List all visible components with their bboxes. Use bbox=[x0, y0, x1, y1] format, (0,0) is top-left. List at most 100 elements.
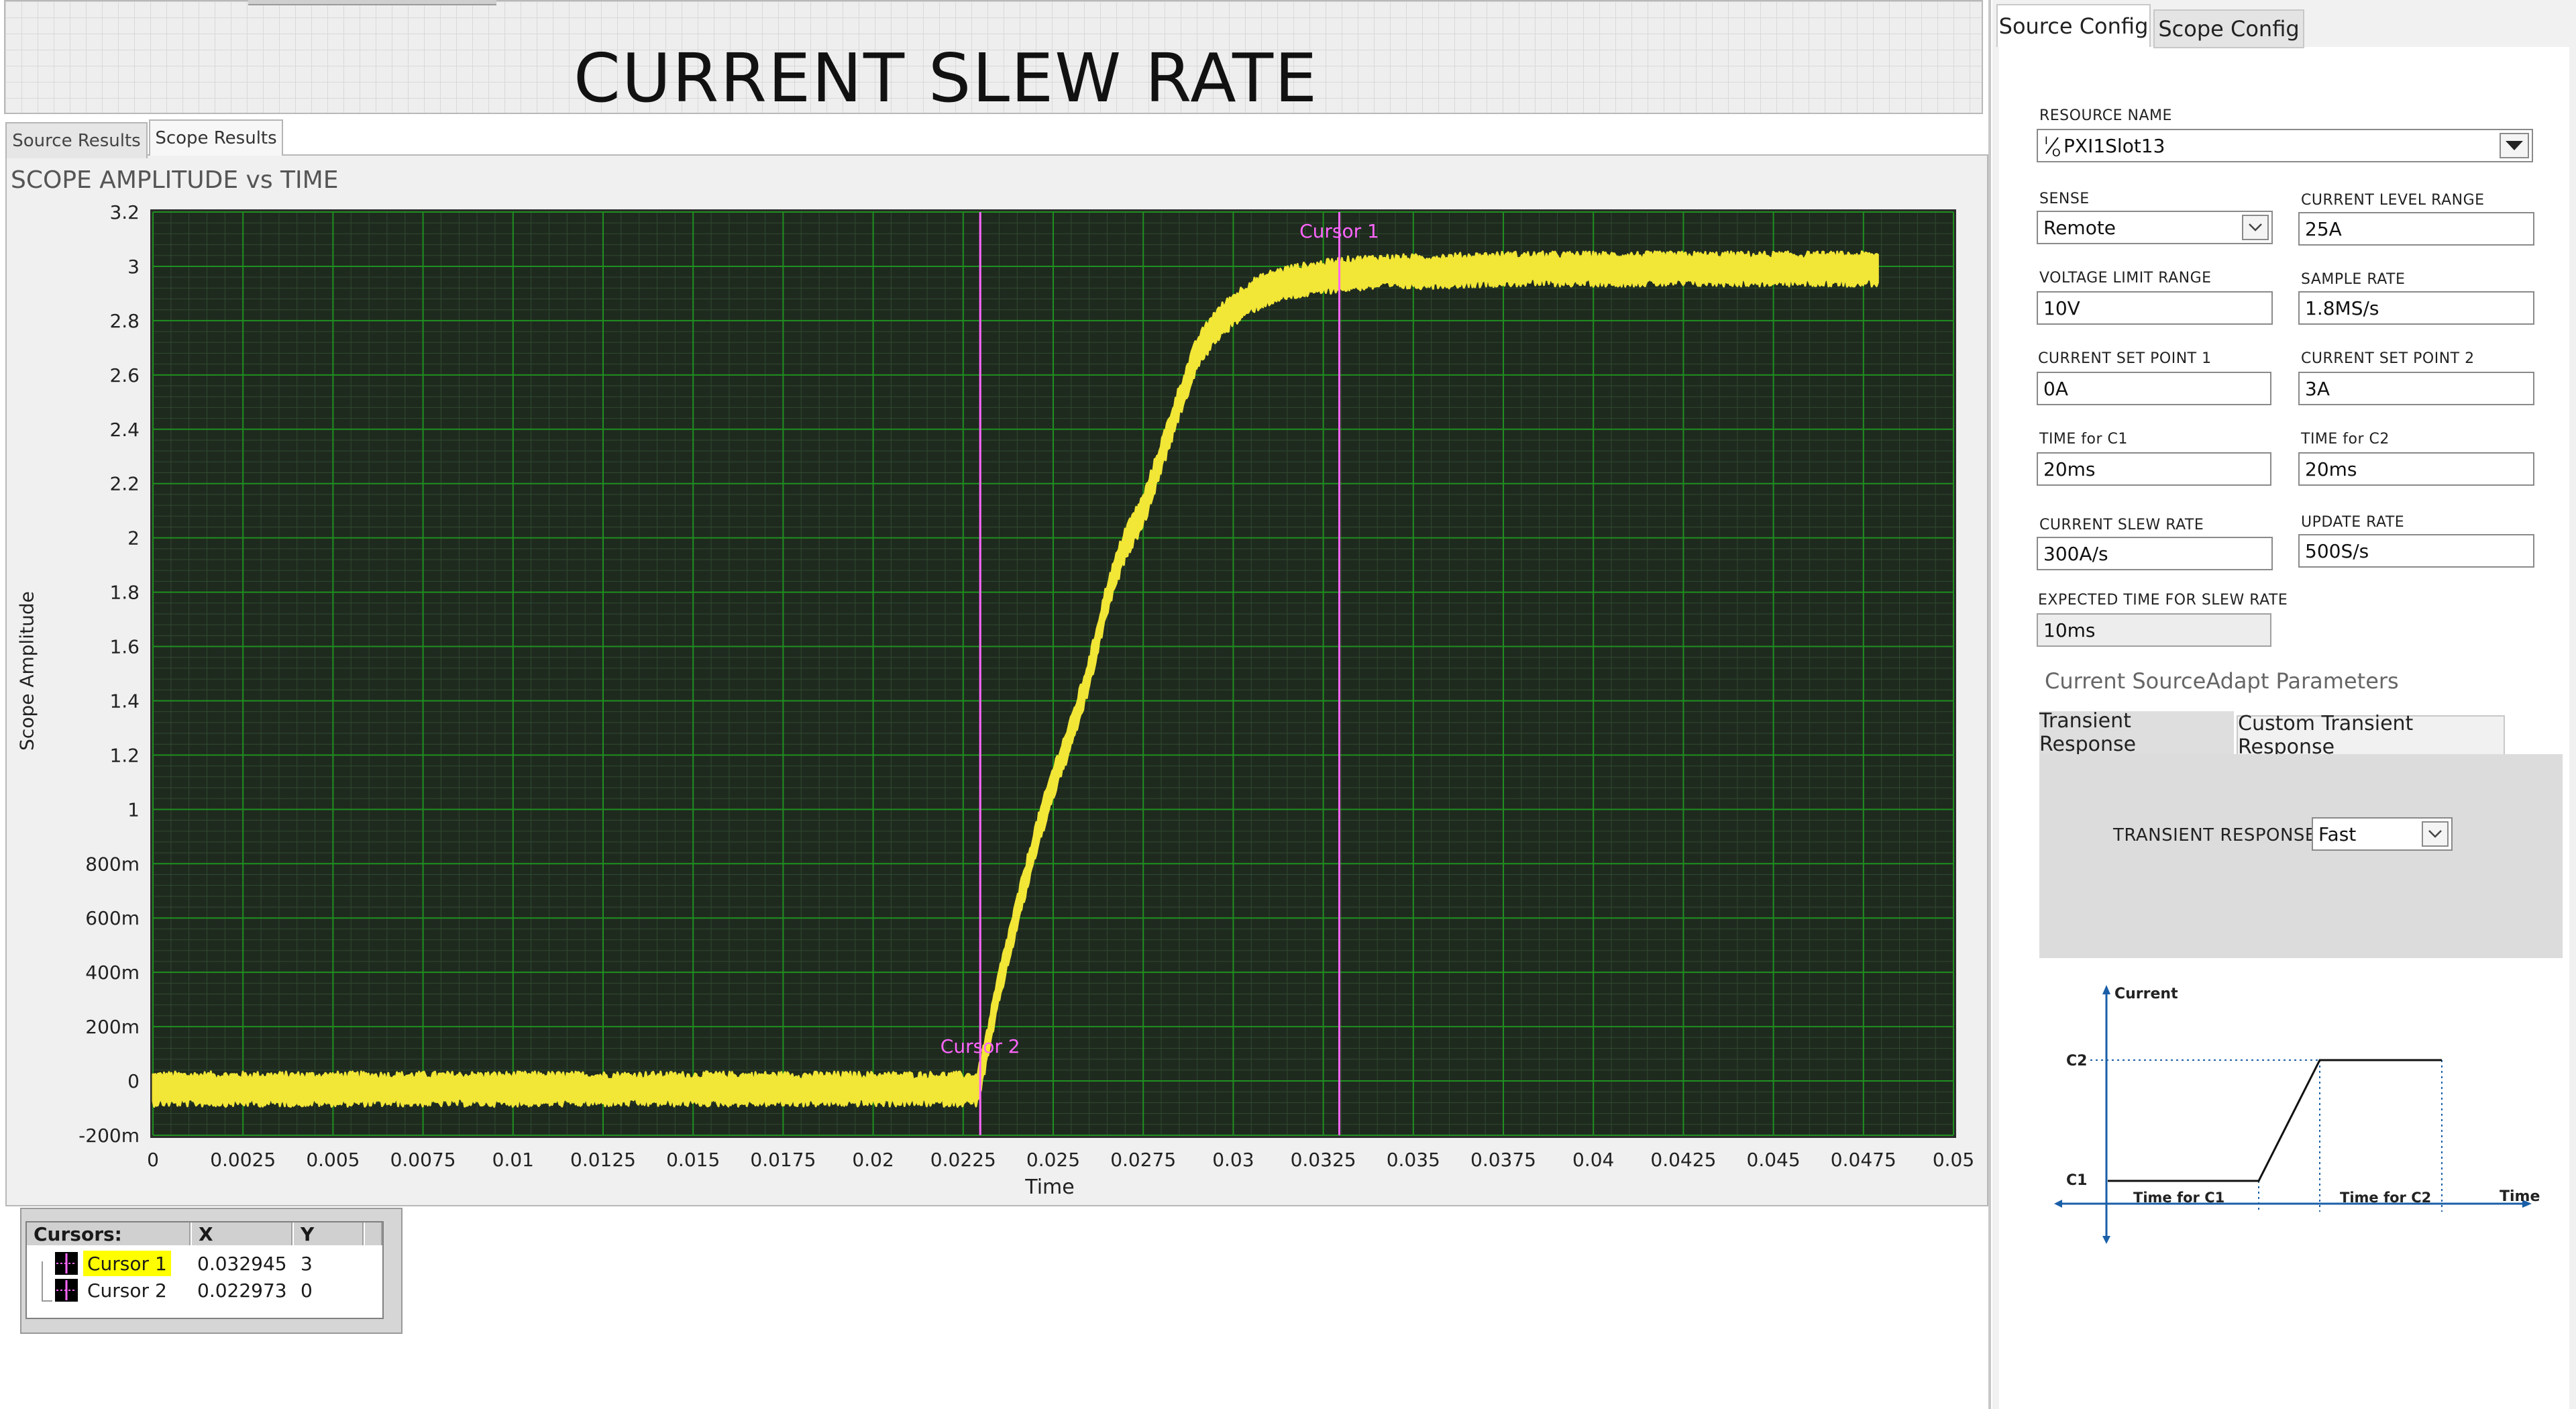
y-tick-label: -200m bbox=[78, 1125, 140, 1147]
cursor-header-y: Y bbox=[294, 1222, 364, 1245]
cursor-2-name[interactable]: Cursor 2 bbox=[87, 1279, 167, 1302]
slew-rate-diagram: Current Time C2 C1 Time for C1 Time for … bbox=[2054, 985, 2540, 1244]
y-tick-label: 1.8 bbox=[109, 582, 140, 604]
x-tick-label: 0.0425 bbox=[1650, 1149, 1716, 1171]
current-set-point-1-field[interactable]: 0A bbox=[2037, 372, 2271, 405]
arrow-right-icon bbox=[2522, 1200, 2532, 1208]
x-tick-label: 0.04 bbox=[1572, 1149, 1614, 1171]
scope-waveform-chart[interactable]: 0 0.0025 0.005 0.0075 0.01 0.0125 0.015 0.0175 0… bbox=[0, 0, 1988, 1208]
cursor-tree-line bbox=[42, 1261, 52, 1302]
diagram-c1-label: C1 bbox=[2066, 1172, 2087, 1189]
current-level-range-label: CURRENT LEVEL RANGE bbox=[2301, 192, 2485, 209]
current-slew-rate-field[interactable]: 300A/s bbox=[2037, 537, 2273, 570]
current-slew-rate-label: CURRENT SLEW RATE bbox=[2039, 517, 2204, 533]
diagram-time-label: Time bbox=[2500, 1188, 2540, 1205]
chevron-down-icon bbox=[2249, 223, 2262, 231]
window-scrollbar-strip[interactable] bbox=[248, 0, 496, 5]
x-tick-label: 0.0275 bbox=[1110, 1149, 1176, 1171]
y-tick-label: 200m bbox=[85, 1016, 140, 1038]
x-tick-label: 0.0125 bbox=[570, 1149, 636, 1171]
y-tick-label: 3.2 bbox=[109, 201, 140, 223]
tab-custom-transient-response[interactable]: Custom Transient Response bbox=[2237, 712, 2505, 759]
x-tick-label: 0.0075 bbox=[390, 1149, 456, 1171]
x-axis-label: Time bbox=[1025, 1176, 1075, 1199]
cursor-label[interactable]: Cursor 1 bbox=[1299, 220, 1379, 242]
sense-label: SENSE bbox=[2039, 191, 2090, 207]
cursor-2-style-icon[interactable] bbox=[55, 1279, 78, 1302]
triangle-down-icon bbox=[2506, 141, 2523, 150]
scope-trace bbox=[152, 250, 1879, 1108]
transient-response-panel bbox=[2039, 754, 2563, 958]
time-c2-label: TIME for C2 bbox=[2301, 431, 2390, 448]
cursor-2-y[interactable]: 0 bbox=[301, 1279, 313, 1302]
transient-response-value: Fast bbox=[2318, 823, 2357, 845]
x-tick-label: 0.0025 bbox=[210, 1149, 276, 1171]
diagram-time-c2-label: Time for C2 bbox=[2340, 1190, 2431, 1206]
cursor-header-name: Cursors: bbox=[27, 1222, 191, 1245]
tab-scope-results[interactable]: Scope Results bbox=[149, 119, 283, 156]
cursor-1-x[interactable]: 0.032945 bbox=[197, 1252, 287, 1275]
transient-response-dropdown-button[interactable] bbox=[2422, 821, 2449, 847]
x-tick-label: 0.005 bbox=[306, 1149, 360, 1171]
diagram-current-label: Current bbox=[2114, 986, 2178, 1002]
current-level-range-field[interactable]: 25A bbox=[2298, 212, 2534, 246]
voltage-limit-range-field[interactable]: 10V bbox=[2037, 291, 2273, 325]
sample-rate-label: SAMPLE RATE bbox=[2301, 271, 2406, 288]
y-tick-label: 2.2 bbox=[109, 473, 140, 495]
sample-rate-field[interactable]: 1.8MS/s bbox=[2298, 291, 2534, 325]
tab-scope-config[interactable]: Scope Config bbox=[2153, 9, 2304, 48]
y-tick-label: 0 bbox=[127, 1070, 140, 1092]
cursor-header-x: X bbox=[192, 1222, 292, 1245]
x-tick-label: 0.01 bbox=[492, 1149, 534, 1171]
current-set-point-1-label: CURRENT SET POINT 1 bbox=[2038, 350, 2212, 367]
page-title: CURRENT SLEW RATE bbox=[574, 39, 1319, 117]
time-c1-field[interactable]: 20ms bbox=[2037, 452, 2271, 486]
current-set-point-2-field[interactable]: 3A bbox=[2298, 372, 2534, 405]
update-rate-label: UPDATE RATE bbox=[2301, 514, 2405, 531]
sense-select[interactable]: Remote bbox=[2037, 211, 2273, 244]
svg-text:O: O bbox=[2052, 146, 2061, 158]
update-rate-field[interactable]: 500S/s bbox=[2298, 534, 2534, 568]
x-tick-label: 0.0175 bbox=[750, 1149, 816, 1171]
x-tick-label: 0.05 bbox=[1933, 1149, 1974, 1171]
tab-source-results[interactable]: Source Results bbox=[5, 122, 148, 158]
x-tick-label: 0.0375 bbox=[1470, 1149, 1536, 1171]
cursor-crosshair-icon bbox=[56, 1253, 76, 1273]
sense-dropdown-button[interactable] bbox=[2242, 215, 2269, 240]
sense-value: Remote bbox=[2043, 216, 2116, 239]
expected-time-label: EXPECTED TIME FOR SLEW RATE bbox=[2038, 592, 2288, 609]
tab-source-config[interactable]: Source Config bbox=[1996, 4, 2151, 47]
cursor-1-name[interactable]: Cursor 1 bbox=[83, 1251, 171, 1276]
y-tick-label: 2.8 bbox=[109, 310, 140, 332]
chevron-down-icon bbox=[2428, 830, 2442, 838]
x-tick-label: 0.0325 bbox=[1291, 1149, 1356, 1171]
cursor-label[interactable]: Cursor 2 bbox=[941, 1035, 1020, 1057]
x-tick-label: 0.015 bbox=[666, 1149, 720, 1171]
expected-time-indicator: 10ms bbox=[2037, 613, 2271, 647]
y-tick-label: 800m bbox=[85, 853, 140, 875]
diagram-waveform bbox=[2108, 1059, 2442, 1182]
svg-text:I: I bbox=[2045, 134, 2048, 147]
cursor-header-spacer bbox=[365, 1222, 382, 1245]
x-tick-label: 0.0475 bbox=[1831, 1149, 1896, 1171]
sourceadapt-section-title: Current SourceAdapt Parameters bbox=[2045, 668, 2399, 694]
x-tick-label: 0.0225 bbox=[930, 1149, 996, 1171]
transient-response-label: TRANSIENT RESPONSE bbox=[2113, 825, 2316, 845]
graph-title: SCOPE AMPLITUDE vs TIME bbox=[11, 166, 339, 194]
cursor-1-style-icon[interactable] bbox=[55, 1252, 78, 1275]
panel-splitter[interactable] bbox=[1988, 0, 1991, 1409]
tab-transient-response[interactable]: Transient Response bbox=[2039, 709, 2234, 756]
y-tick-label: 1.2 bbox=[109, 744, 140, 766]
y-tick-label: 3 bbox=[127, 256, 140, 278]
cursor-1-y[interactable]: 3 bbox=[301, 1252, 313, 1275]
y-axis-label: Scope Amplitude bbox=[15, 591, 38, 751]
transient-response-select[interactable]: Fast bbox=[2312, 817, 2453, 851]
cursor-2-x[interactable]: 0.022973 bbox=[197, 1279, 287, 1302]
resource-name-dropdown-button[interactable] bbox=[2500, 133, 2529, 158]
time-c2-field[interactable]: 20ms bbox=[2298, 452, 2534, 486]
y-tick-label: 2.6 bbox=[109, 364, 140, 386]
x-tick-label: 0.045 bbox=[1747, 1149, 1801, 1171]
x-tick-label: 0.02 bbox=[852, 1149, 894, 1171]
